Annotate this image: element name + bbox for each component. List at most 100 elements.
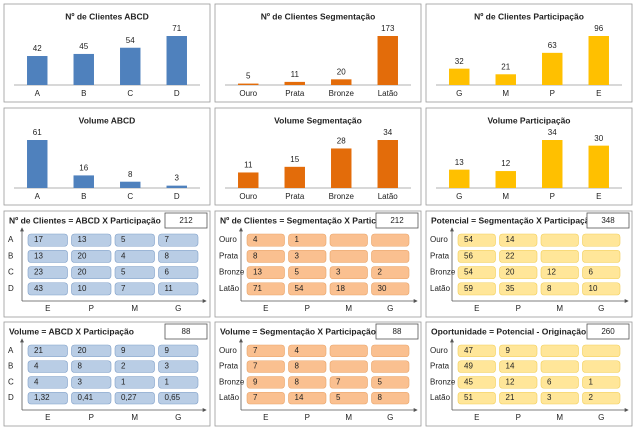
matrix-total: 260	[601, 327, 615, 336]
data-label: 61	[33, 128, 42, 137]
col-label: P	[89, 304, 94, 313]
matrix-title: Oportunidade = Potencial - Originação	[431, 326, 586, 336]
matrix-cell	[371, 249, 410, 263]
matrix-cell	[158, 266, 199, 280]
matrix-cell	[540, 391, 579, 405]
row-label: A	[8, 346, 14, 355]
matrix-cell	[371, 344, 410, 358]
cell-value: 7	[165, 235, 170, 244]
cell-value: 20	[78, 346, 87, 355]
matrix-cell	[540, 344, 579, 358]
x-tick-label: A	[35, 89, 41, 98]
x-tick-label: Prata	[285, 192, 305, 201]
cell-value: 5	[121, 235, 126, 244]
matrix-cell	[457, 391, 496, 405]
x-tick-label: P	[550, 192, 555, 201]
data-label: 28	[337, 137, 346, 146]
bar	[238, 83, 259, 85]
cell-value: 9	[121, 346, 126, 355]
cell-value: 3	[295, 251, 300, 260]
cell-value: 3	[78, 377, 83, 386]
cell-value: 9	[253, 377, 258, 386]
data-label: 32	[455, 57, 464, 66]
matrix-cell	[114, 360, 155, 373]
matrix-cell	[27, 266, 68, 280]
matrix-cell	[114, 233, 155, 247]
matrix-cell	[158, 344, 199, 358]
matrix-cell	[27, 344, 68, 358]
data-label: 71	[172, 24, 181, 33]
cell-value: 8	[547, 284, 552, 293]
cell-value: 14	[506, 235, 515, 244]
x-tick-label: A	[35, 192, 41, 201]
cell-value: 7	[253, 346, 258, 355]
matrix-cell	[499, 360, 538, 373]
matrix-cell	[329, 344, 368, 358]
data-label: 21	[501, 62, 510, 71]
matrix-title: Nº de Clientes = Segmentação X Participa…	[220, 215, 403, 225]
row-label: Bronze	[430, 268, 456, 277]
bar	[73, 175, 94, 188]
matrix-cell	[499, 249, 538, 263]
matrix-cell	[540, 266, 579, 280]
data-label: 15	[290, 155, 299, 164]
matrix-cell	[158, 233, 199, 247]
cell-value: 23	[34, 268, 43, 277]
matrix-title: Volume = Segmentação X Participação	[220, 326, 376, 336]
cell-value: 21	[506, 393, 515, 402]
cell-value: 8	[78, 362, 83, 371]
matrix-cell	[246, 360, 285, 373]
col-label: G	[387, 413, 393, 422]
cell-value: 0,27	[121, 393, 137, 402]
matrix-cell	[371, 391, 410, 405]
data-label: 5	[246, 72, 251, 81]
total-box	[375, 323, 419, 340]
cell-value: 20	[78, 268, 87, 277]
row-label: Latão	[219, 284, 240, 293]
cell-value: 71	[253, 284, 262, 293]
row-label: D	[8, 393, 14, 402]
x-tick-label: C	[127, 89, 133, 98]
cell-value: 49	[464, 362, 473, 371]
cell-value: 7	[121, 284, 126, 293]
row-label: Ouro	[219, 346, 237, 355]
chart-title: Volume ABCD	[79, 115, 136, 125]
matrix-cell	[499, 282, 538, 296]
x-tick-label: G	[456, 192, 462, 201]
total-box	[586, 212, 630, 229]
bar	[542, 52, 563, 85]
data-label: 13	[455, 158, 464, 167]
matrix-cell	[499, 376, 538, 389]
bar	[495, 74, 516, 85]
col-label: M	[556, 304, 563, 313]
matrix-cell	[27, 391, 68, 405]
cell-value: 10	[78, 284, 87, 293]
matrix-cell	[246, 282, 285, 296]
cell-value: 1,32	[34, 393, 50, 402]
bar	[449, 68, 470, 85]
bar	[284, 166, 305, 188]
cell-value: 59	[464, 284, 473, 293]
cell-value: 22	[506, 251, 515, 260]
matrix-total: 348	[601, 216, 615, 225]
matrix-cell	[71, 391, 112, 405]
cell-value: 0,65	[165, 393, 181, 402]
matrix-cell	[371, 360, 410, 373]
matrix-cell	[457, 233, 496, 247]
bar	[588, 145, 609, 188]
col-label: G	[175, 304, 181, 313]
row-label: B	[8, 251, 13, 260]
x-tick-label: M	[502, 89, 509, 98]
bar	[120, 181, 141, 188]
x-tick-label: Bronze	[329, 192, 355, 201]
matrix-cell	[288, 360, 327, 373]
data-label: 30	[594, 134, 603, 143]
bar	[73, 53, 94, 85]
cell-value: 51	[464, 393, 473, 402]
matrix-cell	[114, 282, 155, 296]
row-label: C	[8, 268, 14, 277]
cell-value: 7	[336, 377, 341, 386]
bar	[284, 81, 305, 85]
x-tick-label: P	[550, 89, 555, 98]
col-label: E	[474, 304, 479, 313]
